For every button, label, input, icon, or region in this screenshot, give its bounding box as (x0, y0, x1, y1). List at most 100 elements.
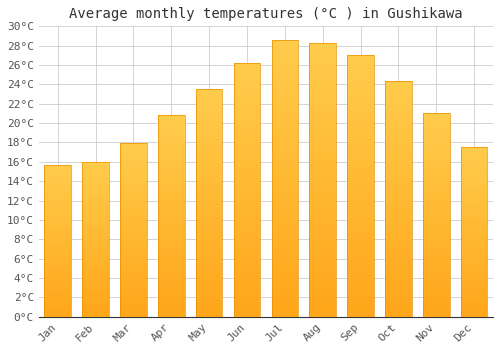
Bar (44, 186, 71, 189)
Bar (461, 161, 487, 164)
Bar (158, 276, 184, 281)
Bar (234, 129, 260, 134)
Bar (234, 89, 260, 93)
Bar (120, 258, 146, 261)
Bar (120, 161, 146, 164)
Bar (82, 196, 109, 199)
Bar (234, 109, 260, 114)
Bar (385, 312, 411, 317)
Bar (272, 267, 298, 273)
Bar (272, 140, 298, 145)
Bar (120, 247, 146, 251)
Bar (44, 195, 71, 198)
Bar (196, 289, 222, 294)
Bar (272, 273, 298, 278)
Bar (348, 108, 374, 113)
Bar (158, 268, 184, 273)
Bar (120, 192, 146, 195)
Bar (158, 260, 184, 265)
Bar (158, 228, 184, 232)
Bar (348, 55, 374, 317)
Bar (385, 100, 411, 105)
Bar (82, 270, 109, 273)
Bar (44, 171, 71, 174)
Bar (348, 265, 374, 270)
Bar (158, 172, 184, 176)
Bar (158, 184, 184, 188)
Bar (310, 81, 336, 86)
Bar (120, 293, 146, 296)
Bar (44, 204, 71, 207)
Bar (120, 171, 146, 175)
Bar (82, 239, 109, 243)
Bar (423, 170, 450, 174)
Bar (44, 274, 71, 277)
Bar (348, 170, 374, 176)
Bar (423, 121, 450, 126)
Bar (82, 227, 109, 230)
Bar (82, 202, 109, 205)
Bar (310, 86, 336, 92)
Bar (310, 262, 336, 267)
Bar (423, 296, 450, 301)
Bar (120, 220, 146, 223)
Bar (272, 117, 298, 123)
Bar (44, 198, 71, 201)
Bar (272, 128, 298, 134)
Bar (385, 256, 411, 260)
Bar (272, 289, 298, 295)
Bar (348, 149, 374, 155)
Bar (310, 229, 336, 234)
Bar (272, 189, 298, 195)
Bar (348, 71, 374, 76)
Bar (348, 286, 374, 290)
Bar (310, 108, 336, 114)
Bar (158, 124, 184, 127)
Bar (120, 279, 146, 282)
Bar (310, 180, 336, 185)
Bar (310, 158, 336, 163)
Bar (44, 192, 71, 195)
Bar (158, 160, 184, 164)
Bar (310, 218, 336, 224)
Bar (82, 289, 109, 292)
Bar (44, 235, 71, 238)
Bar (196, 217, 222, 221)
Bar (44, 241, 71, 244)
Bar (158, 208, 184, 212)
Bar (461, 270, 487, 273)
Bar (196, 221, 222, 226)
Bar (234, 170, 260, 175)
Bar (82, 298, 109, 301)
Bar (461, 229, 487, 232)
Bar (196, 248, 222, 253)
Bar (196, 167, 222, 171)
Bar (82, 301, 109, 304)
Bar (385, 166, 411, 171)
Bar (272, 311, 298, 317)
Bar (234, 164, 260, 170)
Bar (423, 288, 450, 292)
Bar (196, 312, 222, 317)
Bar (385, 105, 411, 110)
Bar (120, 195, 146, 199)
Bar (120, 213, 146, 216)
Bar (234, 134, 260, 139)
Bar (310, 147, 336, 152)
Bar (385, 274, 411, 279)
Bar (348, 228, 374, 233)
Bar (196, 208, 222, 212)
Bar (423, 113, 450, 317)
Bar (385, 114, 411, 119)
Bar (272, 228, 298, 234)
Bar (461, 249, 487, 252)
Bar (348, 238, 374, 244)
Bar (44, 210, 71, 214)
Bar (461, 290, 487, 293)
Bar (158, 164, 184, 168)
Bar (348, 202, 374, 207)
Bar (196, 144, 222, 148)
Bar (272, 40, 298, 317)
Bar (385, 124, 411, 128)
Bar (423, 292, 450, 296)
